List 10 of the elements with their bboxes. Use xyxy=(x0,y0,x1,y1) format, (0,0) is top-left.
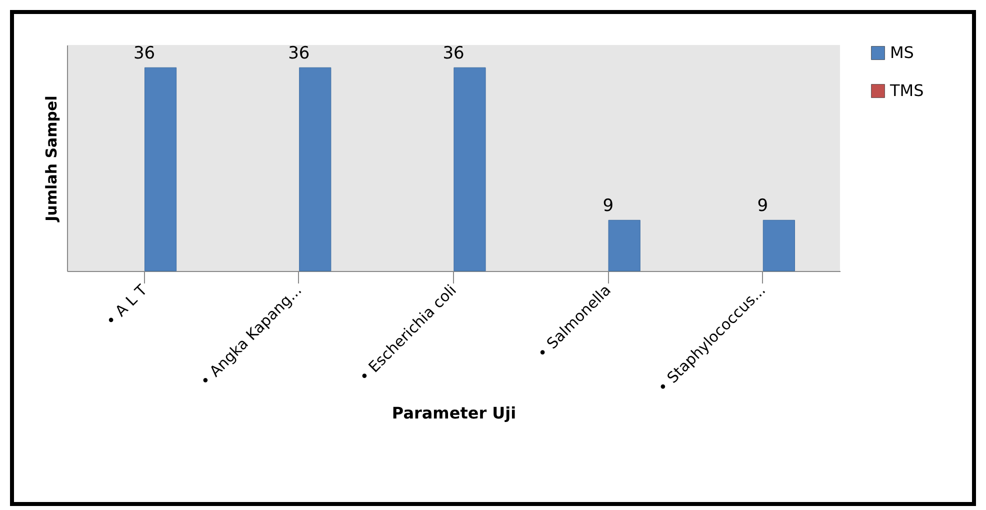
legend-label: MS xyxy=(890,43,914,62)
data-label: 9 xyxy=(757,196,768,216)
data-label: 36 xyxy=(288,44,310,64)
data-label: 36 xyxy=(442,44,464,64)
y-axis-title: Jumlah Sampel xyxy=(42,96,60,222)
legend-label: TMS xyxy=(889,81,924,100)
x-tick-label: • A L T xyxy=(102,280,152,330)
x-axis-title: Parameter Uji xyxy=(392,404,516,423)
data-label: 36 xyxy=(133,44,156,64)
data-label: 9 xyxy=(602,196,614,216)
